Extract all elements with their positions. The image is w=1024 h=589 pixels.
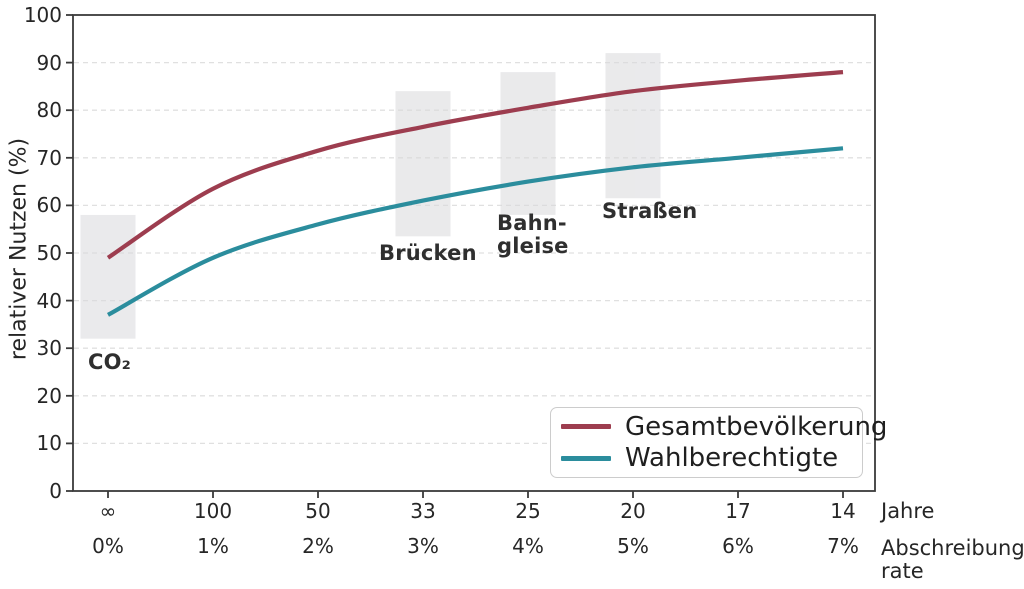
y-tick-label-50: 50 — [36, 241, 62, 265]
y-tick-label-40: 40 — [36, 289, 62, 313]
axis-frame-layer — [66, 14, 876, 498]
x-tick-jahre-4: 25 — [515, 499, 541, 523]
x-tick-rate-5: 5% — [617, 534, 649, 558]
x-axis-unit-jahre: Jahre — [881, 499, 935, 523]
x-tick-rate-1: 1% — [197, 534, 229, 558]
legend: Gesamtbevölkerung Wahlberechtigte — [550, 407, 887, 478]
x-tick-rate-2: 2% — [302, 534, 334, 558]
y-tick-label-0: 0 — [49, 479, 62, 503]
x-tick-jahre-1: 100 — [193, 499, 233, 523]
y-tick-label-70: 70 — [36, 146, 62, 170]
y-tick-label-20: 20 — [36, 384, 62, 408]
x-tick-jahre-3: 33 — [410, 499, 436, 523]
band-strassen — [605, 53, 661, 199]
x-tick-jahre-7: 14 — [830, 499, 856, 523]
annotation-co2: CO₂ — [88, 350, 132, 374]
annotation-band-layer — [80, 53, 661, 339]
x-tick-rate-0: 0% — [92, 534, 124, 558]
legend-label-gesamtbevoelkerung: Gesamtbevölkerung — [625, 411, 888, 442]
x-tick-jahre-0: ∞ — [99, 499, 117, 523]
series-line-wahlberechtigte — [106, 146, 844, 317]
annotation-strassen: Straßen — [602, 199, 698, 223]
legend-swatch-wahlberechtigte — [561, 455, 611, 461]
y-tick-label-30: 30 — [36, 336, 62, 360]
series-layer — [106, 70, 844, 317]
legend-swatch-gesamtbevoelkerung — [561, 424, 611, 430]
x-tick-rate-7: 7% — [827, 534, 859, 558]
y-tick-label-80: 80 — [36, 98, 62, 122]
y-tick-label-10: 10 — [36, 431, 62, 455]
y-tick-label-60: 60 — [36, 193, 62, 217]
x-tick-rate-3: 3% — [407, 534, 439, 558]
legend-item-wahlberechtigte: Wahlberechtigte — [561, 444, 852, 474]
band-co2 — [80, 214, 136, 339]
band-bruecken — [395, 91, 451, 237]
annotation-bruecken: Brücken — [379, 241, 477, 265]
y-tick-label-90: 90 — [36, 51, 62, 75]
y-tick-label-100: 100 — [23, 3, 62, 27]
x-tick-rate-6: 6% — [722, 534, 754, 558]
x-tick-jahre-2: 50 — [305, 499, 331, 523]
legend-item-gesamtbevoelkerung: Gesamtbevölkerung — [561, 412, 887, 442]
x-tick-jahre-6: 17 — [725, 499, 751, 523]
x-tick-rate-4: 4% — [512, 534, 544, 558]
band-bahngleise — [500, 72, 556, 215]
series-line-gesamtbevoelkerung — [106, 70, 844, 260]
annotation-bahngleise: Bahn- gleise — [497, 211, 569, 258]
x-tick-jahre-5: 20 — [620, 499, 646, 523]
legend-label-wahlberechtigte: Wahlberechtigte — [625, 443, 839, 474]
x-axis-unit-abschreibungsrate: Abschreibungs- rate — [881, 536, 1024, 583]
